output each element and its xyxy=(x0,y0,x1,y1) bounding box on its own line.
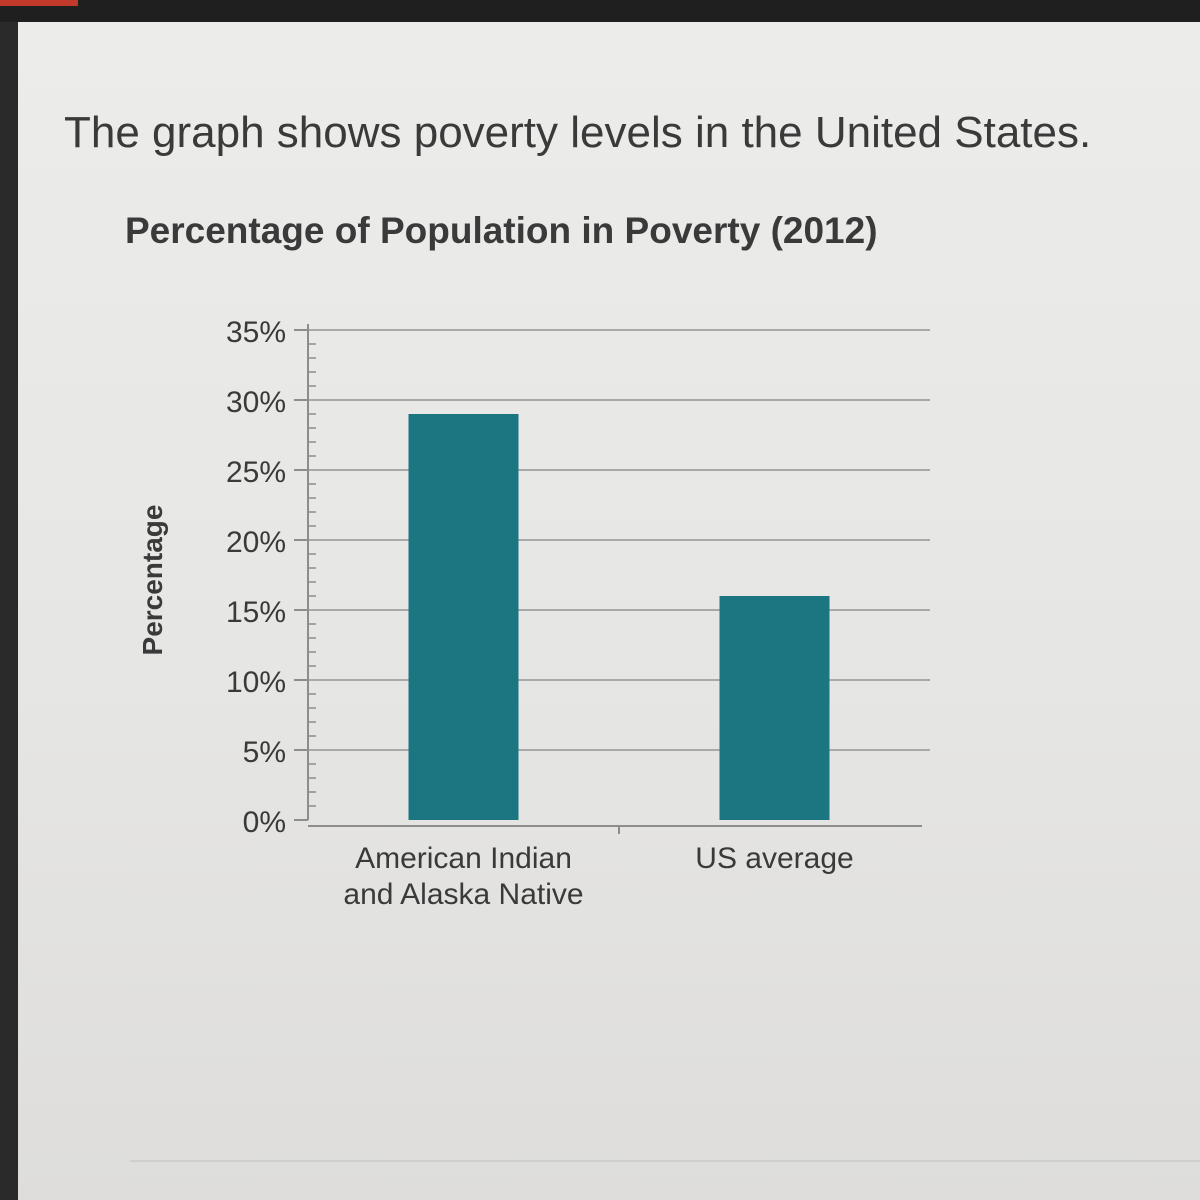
y-tick-label: 0% xyxy=(243,806,286,839)
y-tick-label: 10% xyxy=(226,666,286,699)
x-tick-label: American Indian xyxy=(355,842,572,875)
axis-labels: 0% 5% 10% 15% 20% 25% 30% 35% American Indianand… xyxy=(137,316,854,911)
y-axis-label: Percentage xyxy=(137,505,168,656)
y-tick-label: 15% xyxy=(226,596,286,629)
question-prompt: The graph shows poverty levels in the Un… xyxy=(64,108,1092,157)
y-tick-label: 5% xyxy=(243,736,286,769)
axes xyxy=(294,324,922,834)
bar xyxy=(719,596,830,820)
bar xyxy=(408,414,519,820)
bars xyxy=(408,414,830,820)
top-bar-accent xyxy=(0,0,78,6)
y-tick-label: 25% xyxy=(226,456,286,489)
x-tick-label: and Alaska Native xyxy=(343,878,583,911)
gridlines xyxy=(308,329,930,751)
x-tick-label: US average xyxy=(695,842,853,875)
y-tick-label: 30% xyxy=(226,386,286,419)
y-tick-label: 20% xyxy=(226,526,286,559)
window-top-bar xyxy=(0,0,1200,22)
y-tick-label: 35% xyxy=(226,316,286,349)
divider xyxy=(130,1160,1200,1162)
chart-title: Percentage of Population in Poverty (201… xyxy=(125,210,878,251)
